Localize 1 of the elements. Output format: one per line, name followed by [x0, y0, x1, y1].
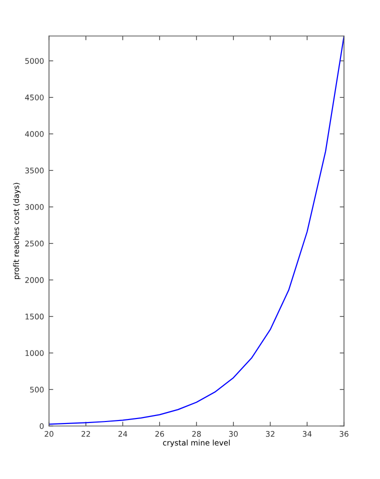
- line-series: [49, 36, 344, 425]
